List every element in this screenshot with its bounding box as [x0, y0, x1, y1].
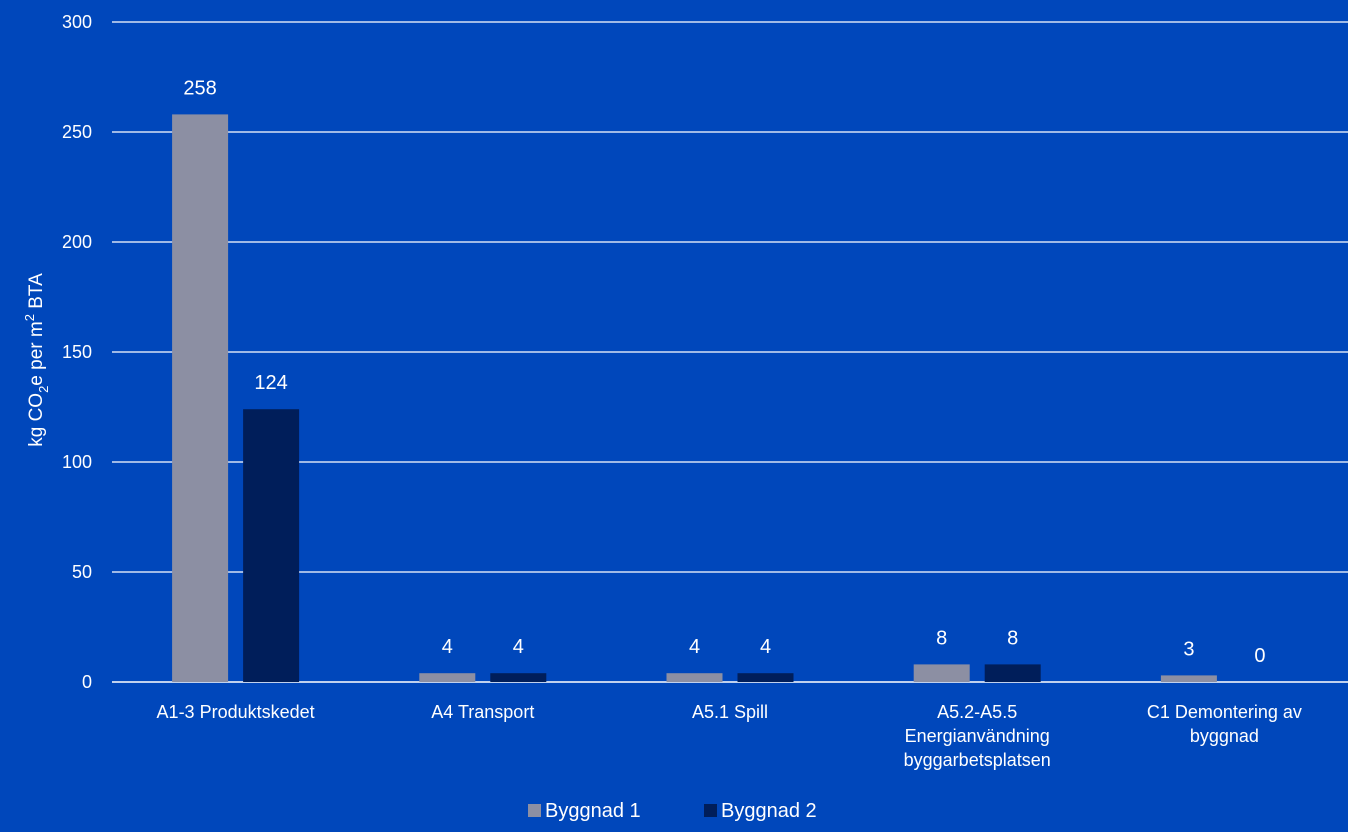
bar-byggnad-2: [737, 673, 794, 682]
x-category-label: A5.1 Spill: [692, 702, 768, 722]
bar-byggnad-2: [490, 673, 547, 682]
legend-label: Byggnad 1: [545, 800, 641, 822]
x-category-label: A1-3 Produktskedet: [157, 702, 315, 722]
x-category-label: A4 Transport: [431, 702, 534, 722]
y-axis-ticks: 0 50 100 150 200 250 300: [62, 12, 92, 692]
x-category-label: C1 Demontering av byggnad: [1147, 702, 1302, 746]
data-labels: 258 124 4 4 4 4 8 8 3 0: [183, 77, 1265, 667]
legend-swatch: [704, 804, 717, 817]
y-tick-label: 300: [62, 12, 92, 32]
y-tick-label: 200: [62, 232, 92, 252]
bar-byggnad-1: [172, 114, 229, 682]
bar-byggnad-1: [419, 673, 476, 682]
y-tick-label: 150: [62, 342, 92, 362]
bar-byggnad-1: [913, 664, 970, 682]
data-label: 4: [442, 636, 453, 658]
bar-byggnad-1: [666, 673, 723, 682]
x-category-label: A5.2-A5.5 Energianvändning byggarbetsplats…: [904, 702, 1051, 770]
bar-byggnad-2: [984, 664, 1041, 682]
y-tick-label: 50: [72, 562, 92, 582]
data-label: 8: [936, 627, 947, 649]
bar-byggnad-1: [1160, 675, 1217, 682]
data-label: 4: [760, 636, 771, 658]
y-tick-label: 100: [62, 452, 92, 472]
legend-label: Byggnad 2: [721, 800, 817, 822]
bars: [172, 114, 1217, 682]
legend: Byggnad 1 Byggnad 2: [528, 800, 817, 822]
data-label: 124: [254, 372, 287, 394]
data-label: 0: [1254, 645, 1265, 667]
data-label: 4: [513, 636, 524, 658]
gridlines: [112, 21, 1348, 683]
y-tick-label: 250: [62, 122, 92, 142]
data-label: 3: [1183, 638, 1194, 660]
data-label: 258: [183, 77, 216, 99]
data-label: 4: [689, 636, 700, 658]
legend-swatch: [528, 804, 541, 817]
data-label: 8: [1007, 627, 1018, 649]
y-tick-label: 0: [82, 672, 92, 692]
x-axis-categories: A1-3 Produktskedet A4 Transport A5.1 Spill…: [157, 702, 1302, 770]
bar-byggnad-2: [243, 409, 300, 682]
y-axis-label: kg CO2e per m2 BTA: [22, 273, 51, 447]
